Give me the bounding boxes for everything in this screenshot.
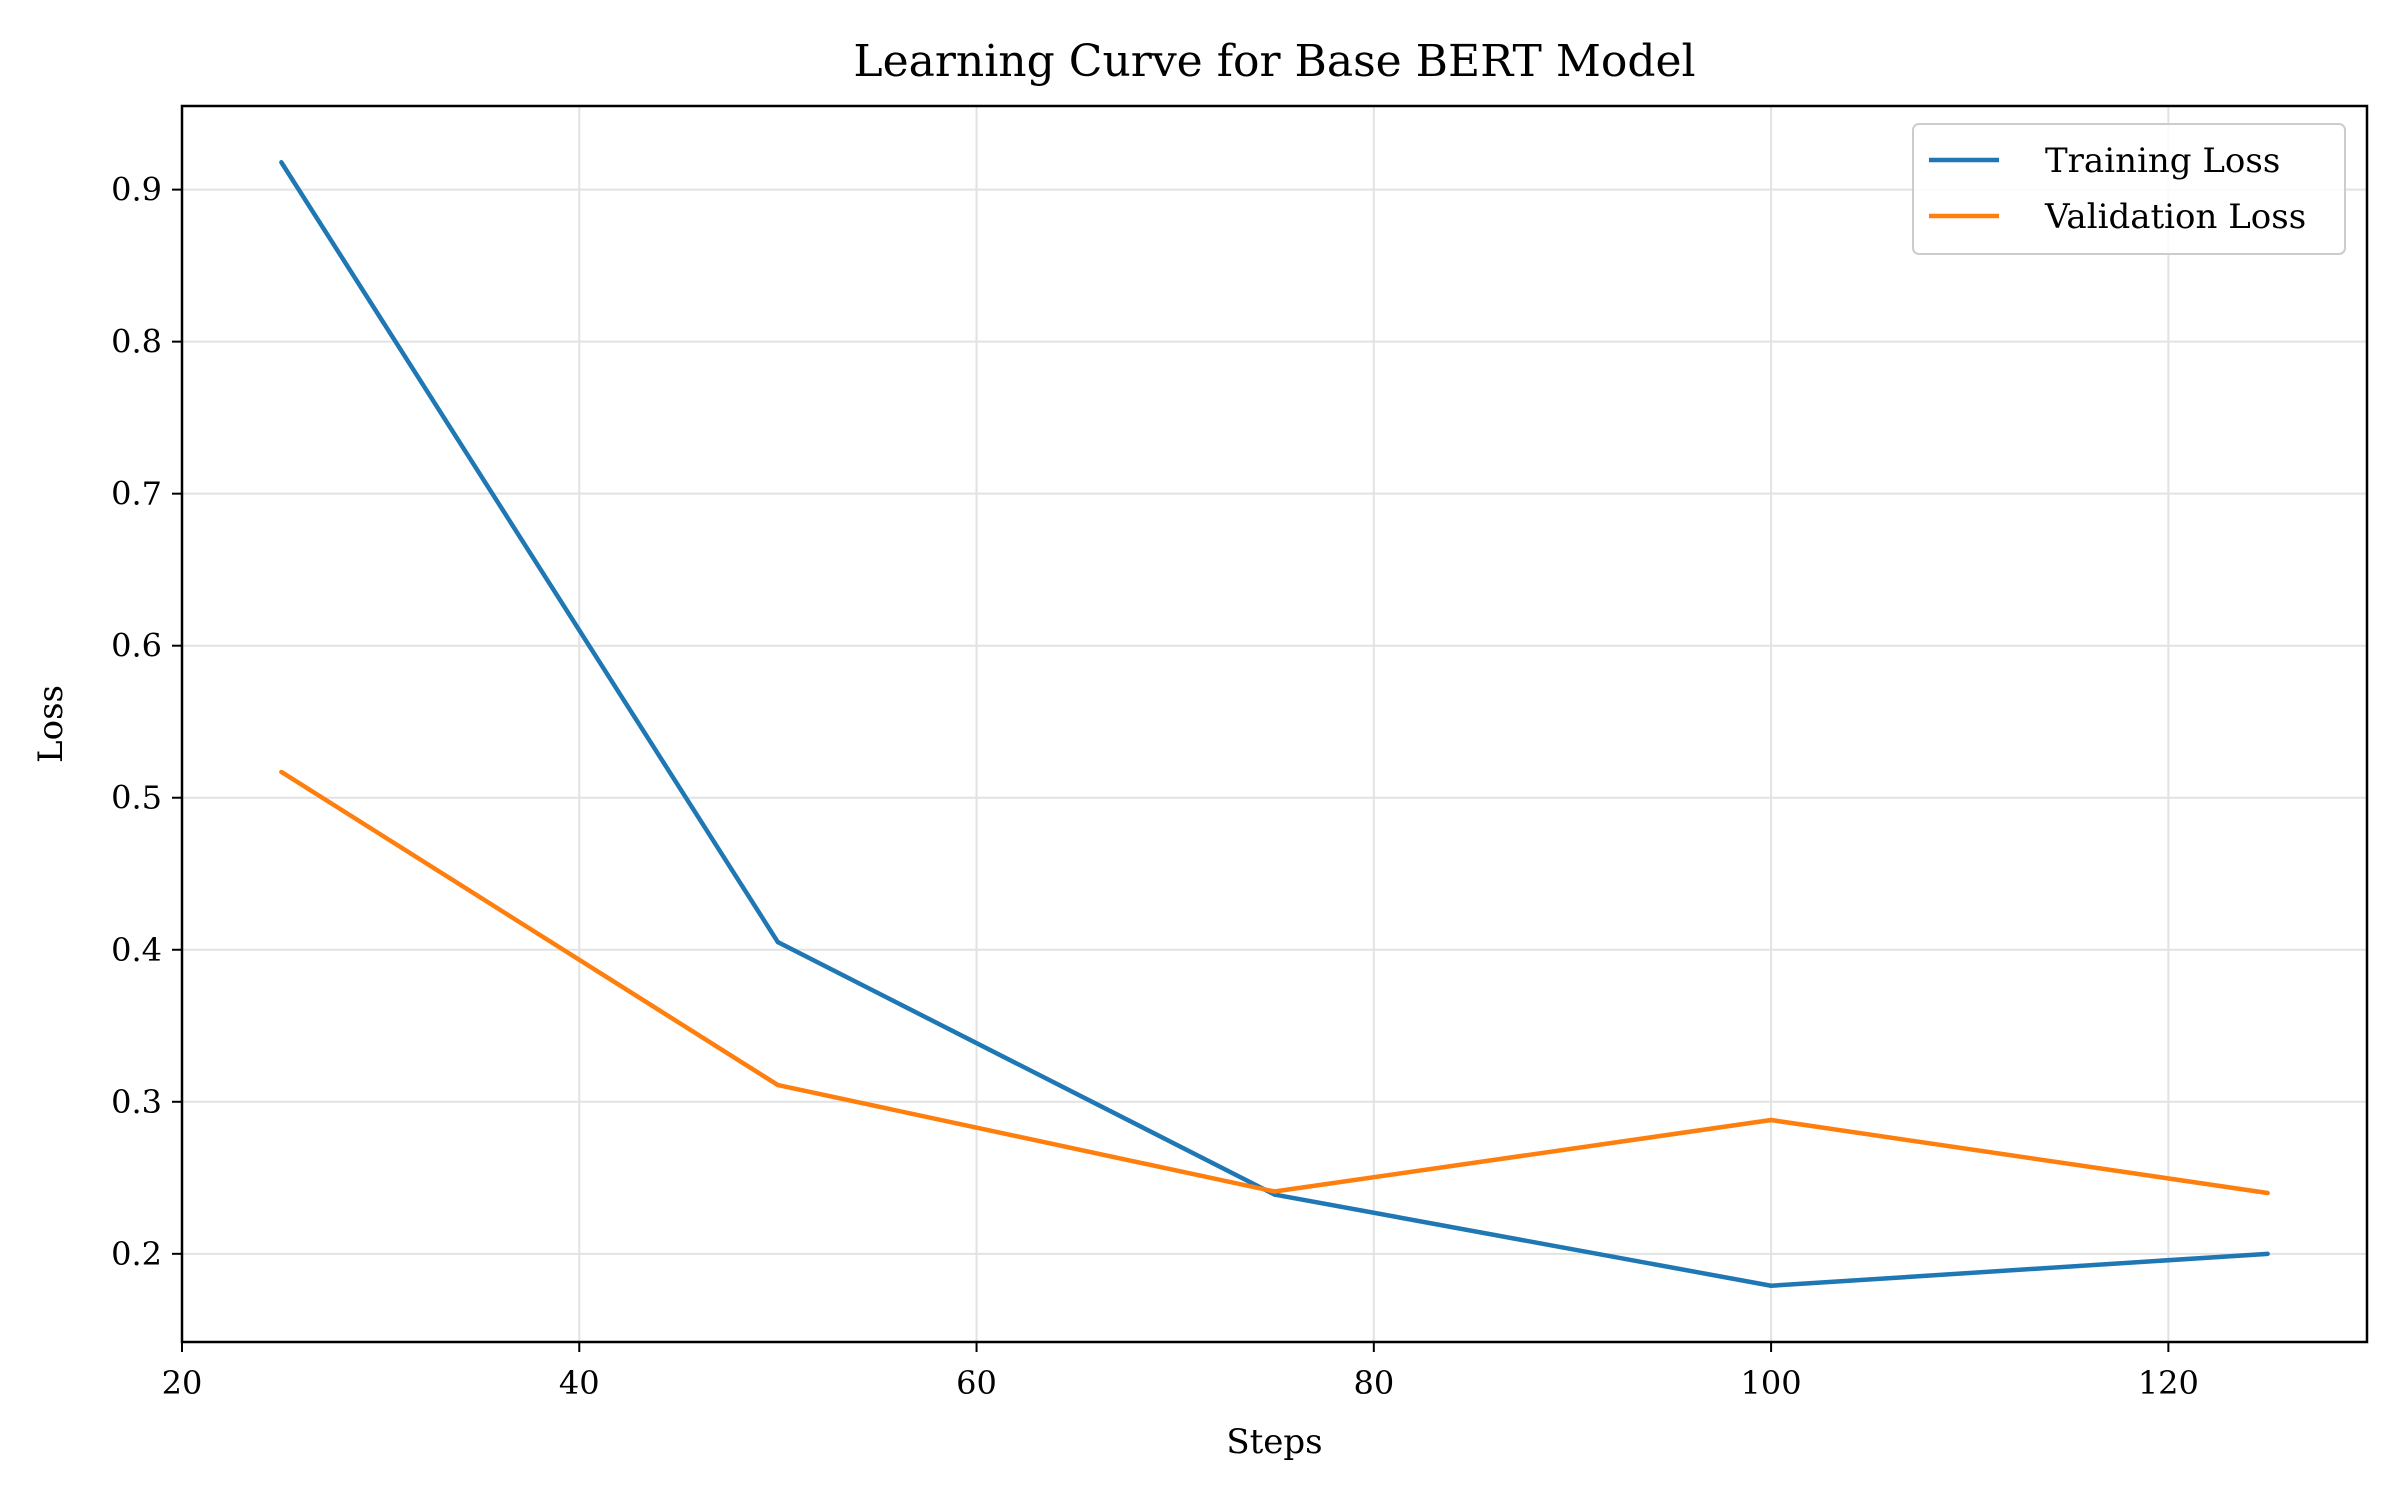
data-point-0-1 <box>775 939 781 945</box>
x-tick-label: 100 <box>1741 1364 1802 1402</box>
data-point-1-0 <box>279 769 284 775</box>
series-layer <box>279 160 2270 1288</box>
y-tick-label: 0.6 <box>111 627 162 665</box>
y-tick-label: 0.3 <box>111 1083 162 1121</box>
legend-box <box>1912 123 2346 255</box>
data-point-0-4 <box>2265 1251 2270 1257</box>
y-tick-label: 0.9 <box>111 171 162 209</box>
data-point-0-3 <box>1768 1283 1774 1288</box>
x-tick-label: 60 <box>956 1364 997 1402</box>
y-tick-label: 0.5 <box>111 779 162 817</box>
tick-layer: 20 40 60 80 100 120 0.2 0.3 0.4 0.5 0.6 0.7 0.8 0.9 <box>111 171 2199 1402</box>
y-tick-label: 0.7 <box>111 475 162 513</box>
data-point-1-2 <box>1272 1189 1277 1194</box>
data-point-1-4 <box>2265 1190 2270 1196</box>
chart-title: Learning Curve for Base BERT Model <box>853 36 1695 87</box>
legend-label-1: Validation Loss <box>2044 197 2306 237</box>
data-point-0-0 <box>279 160 284 165</box>
x-tick-label: 40 <box>559 1364 600 1402</box>
data-point-1-3 <box>1768 1117 1774 1123</box>
y-axis-label: Loss <box>31 685 71 763</box>
x-tick-label: 120 <box>2138 1364 2199 1402</box>
x-tick-label: 20 <box>162 1364 203 1402</box>
x-axis-label: Steps <box>1226 1422 1322 1462</box>
grid-layer <box>182 106 2367 1342</box>
legend: Training Loss Validation Loss <box>1912 123 2346 255</box>
y-tick-label: 0.8 <box>111 323 162 361</box>
x-tick-label: 80 <box>1353 1364 1394 1402</box>
y-tick-label: 0.4 <box>111 931 162 969</box>
y-tick-label: 0.2 <box>111 1235 162 1273</box>
data-point-1-1 <box>775 1082 781 1088</box>
plot-frame <box>180 104 2369 1344</box>
legend-label-0: Training Loss <box>2045 141 2280 181</box>
